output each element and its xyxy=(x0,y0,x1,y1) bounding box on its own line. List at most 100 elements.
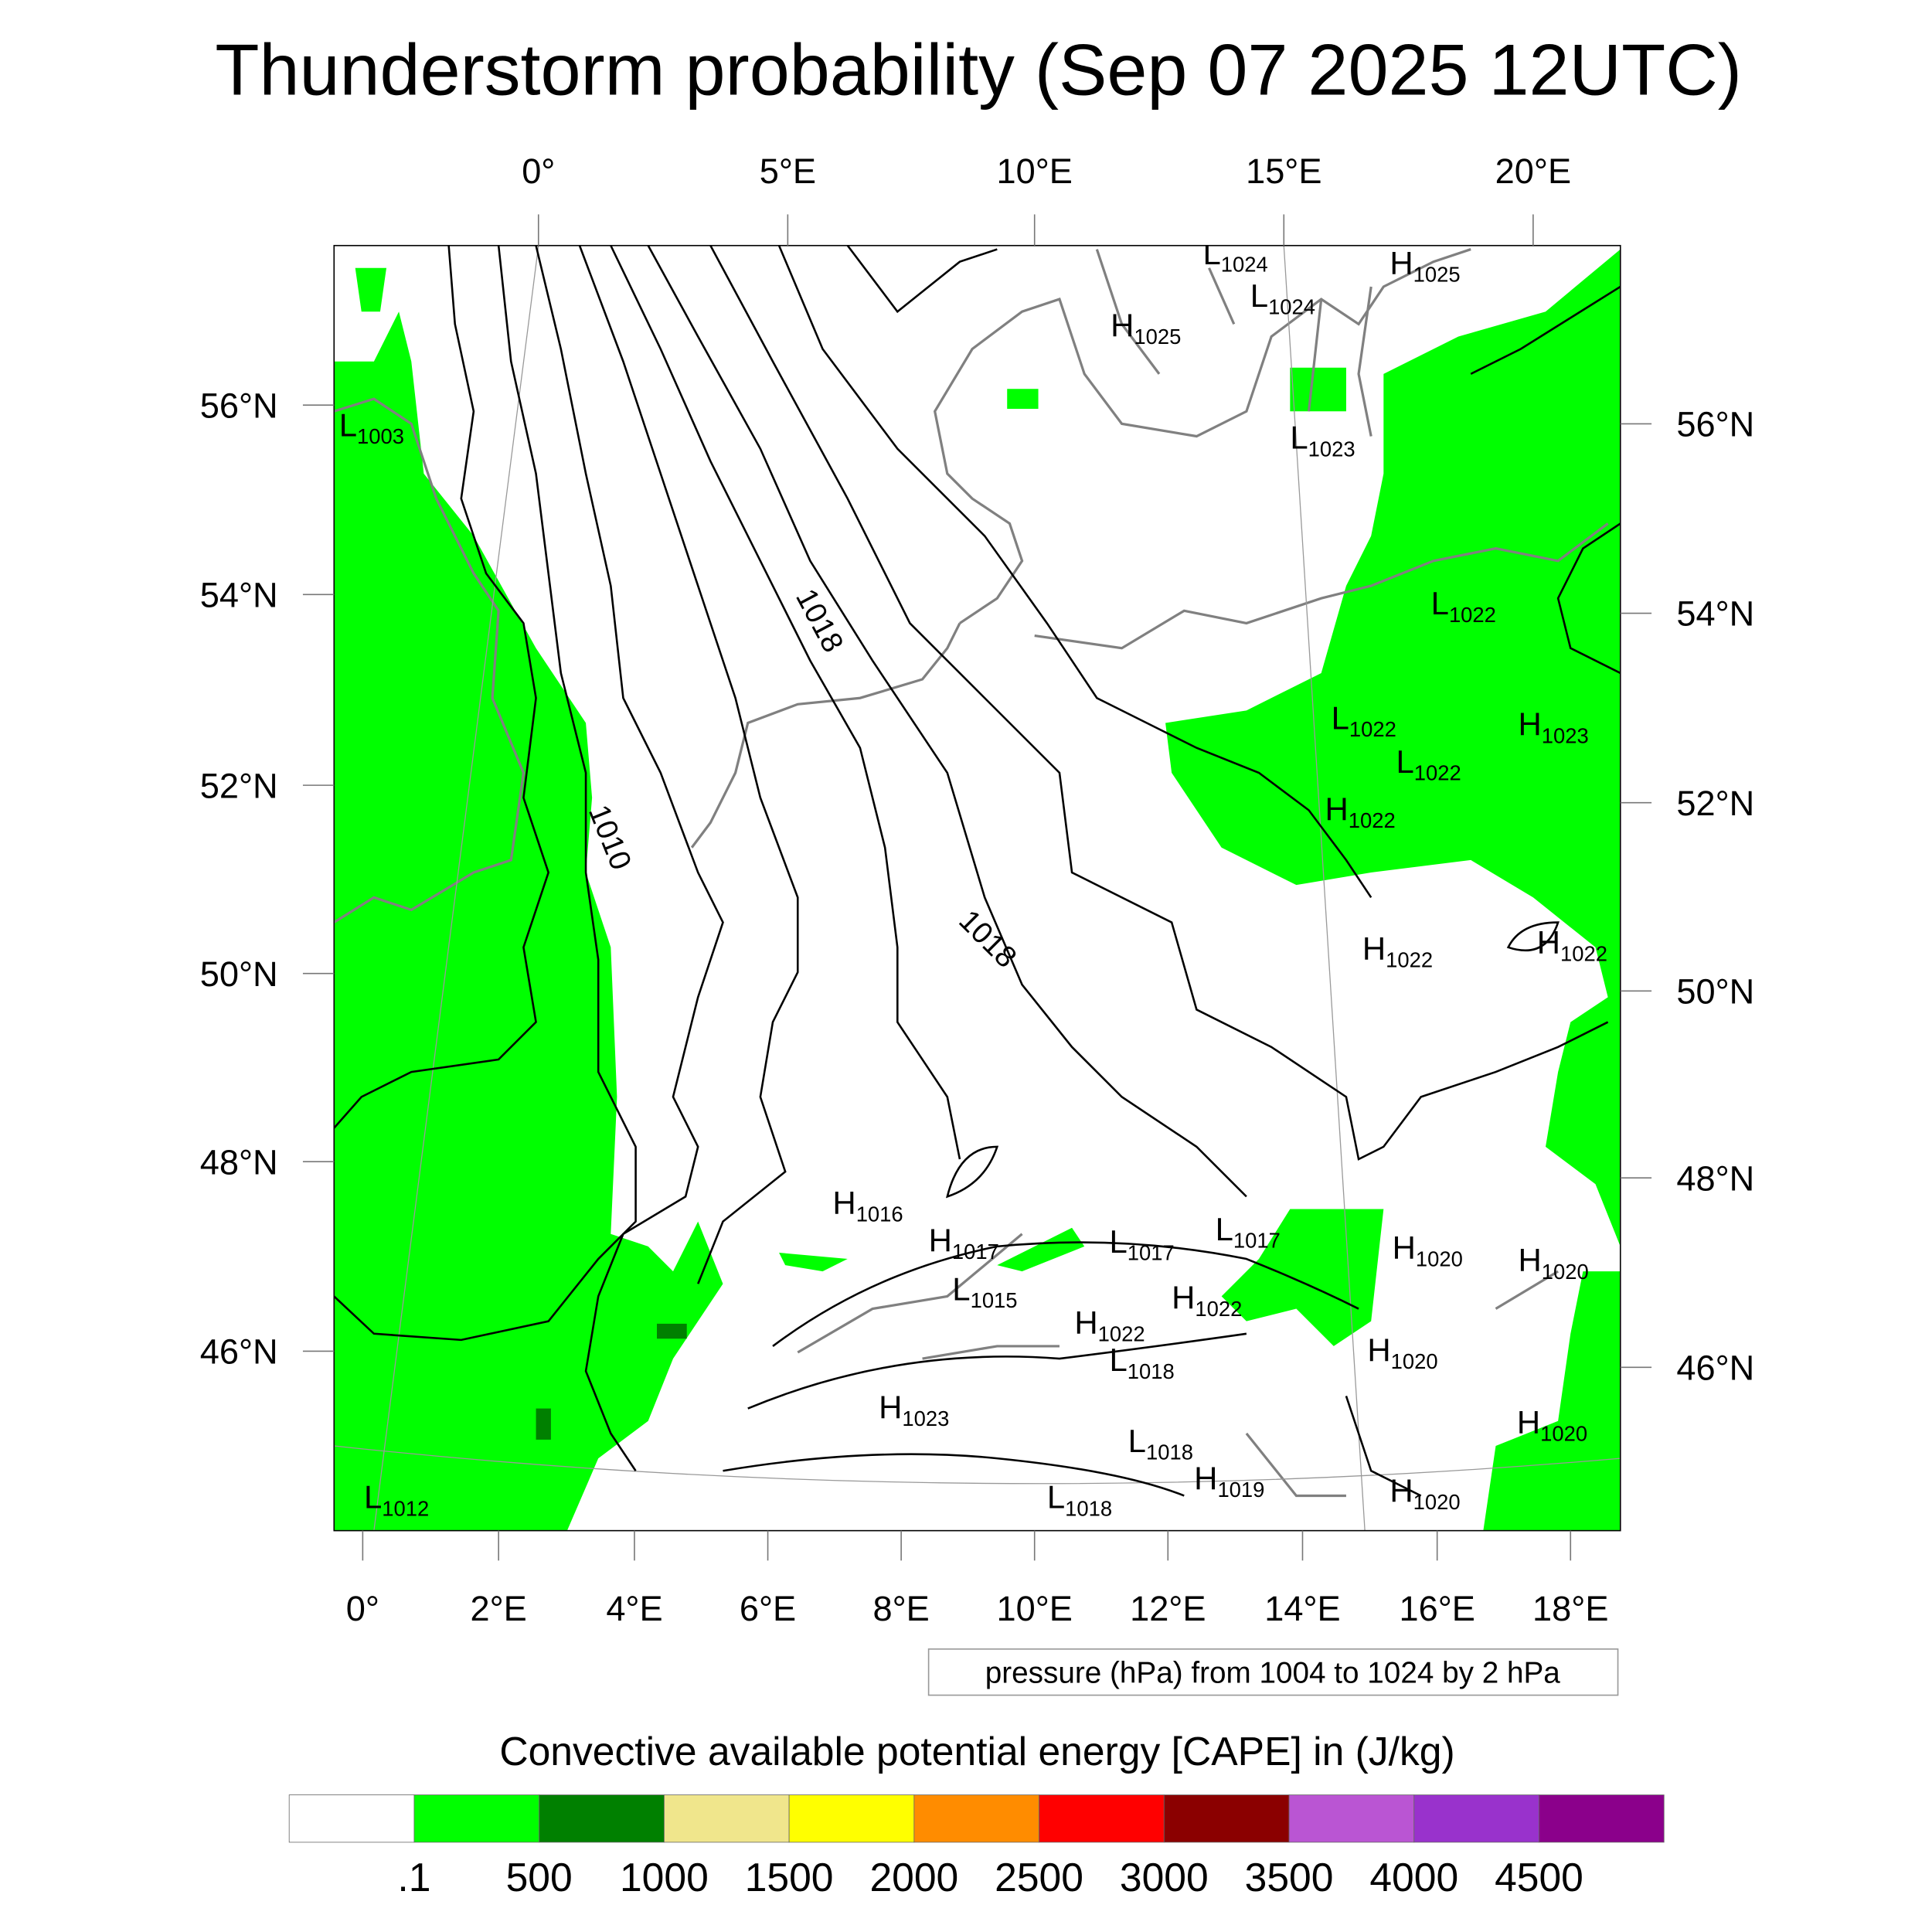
svg-text:L1023: L1023 xyxy=(1290,420,1355,461)
high-pressure-label: H1025 xyxy=(1389,245,1460,287)
colorbar: .1 500 1000 1500 2000 2500 3000 3500 4000 4500 xyxy=(288,1794,1665,1900)
top-lon-label: 0° xyxy=(522,151,555,191)
bottom-lon-label: 18°E xyxy=(1532,1589,1608,1628)
high-pressure-label: H1022 xyxy=(1074,1304,1145,1346)
top-lon-label: 15°E xyxy=(1246,151,1321,191)
svg-text:H1022: H1022 xyxy=(1325,791,1396,832)
colorbar-label: 2500 xyxy=(995,1855,1083,1900)
colorbar-swatch xyxy=(913,1794,1039,1843)
high-pressure-label: H1019 xyxy=(1194,1460,1264,1502)
low-pressure-label: L1018 xyxy=(1128,1423,1193,1464)
svg-text:H1025: H1025 xyxy=(1389,245,1460,287)
graticule xyxy=(334,245,1621,1531)
svg-text:H1023: H1023 xyxy=(879,1389,949,1430)
svg-text:H1020: H1020 xyxy=(1519,1242,1589,1284)
map-frame xyxy=(333,244,1621,1532)
cape-area-baltic xyxy=(1290,367,1346,412)
bottom-lon-label: 14°E xyxy=(1264,1589,1340,1628)
cape-area-east-south xyxy=(1483,1271,1621,1531)
low-pressure-label: L1017 xyxy=(1109,1223,1174,1265)
top-lon-label: 20°E xyxy=(1495,151,1571,191)
colorbar-swatch xyxy=(413,1794,540,1843)
high-pressure-label: H1017 xyxy=(929,1222,999,1264)
high-pressure-label: H1020 xyxy=(1393,1230,1463,1271)
low-pressure-label: L1022 xyxy=(1431,585,1496,627)
figure-title: Thunderstorm probability (Sep 07 2025 12… xyxy=(215,29,1742,111)
colorbar-swatch xyxy=(1039,1794,1165,1843)
high-pressure-label: H1016 xyxy=(832,1185,903,1226)
high-pressure-label: H1023 xyxy=(879,1389,949,1430)
cape-area-central xyxy=(1221,1209,1384,1346)
contour-labels: 1018 1010 1018 xyxy=(582,583,1023,975)
svg-text:L1018: L1018 xyxy=(1128,1423,1193,1464)
colorbar-label: 1500 xyxy=(745,1855,834,1900)
left-lat-label: 48°N xyxy=(200,1142,278,1182)
contour-label: 1018 xyxy=(789,583,849,658)
low-pressure-label: L1022 xyxy=(1332,700,1396,742)
left-lat-label: 52°N xyxy=(200,766,278,805)
right-lat-label: 46°N xyxy=(1676,1348,1754,1387)
svg-text:L1012: L1012 xyxy=(364,1479,429,1521)
cape-area-alps xyxy=(779,1227,1085,1272)
svg-text:H1020: H1020 xyxy=(1389,1473,1460,1515)
colorbar-label: 3500 xyxy=(1245,1855,1334,1900)
svg-text:H1022: H1022 xyxy=(1172,1280,1242,1321)
left-lat-label: 56°N xyxy=(200,386,278,425)
low-pressure-label: L1018 xyxy=(1109,1342,1174,1383)
svg-text:L1024: L1024 xyxy=(1202,235,1267,277)
svg-text:H1020: H1020 xyxy=(1393,1230,1463,1271)
colorbar-label: 500 xyxy=(506,1855,573,1900)
svg-text:H1022: H1022 xyxy=(1362,930,1433,972)
svg-text:H1019: H1019 xyxy=(1194,1460,1264,1502)
svg-text:H1025: H1025 xyxy=(1111,307,1181,349)
svg-text:H1020: H1020 xyxy=(1367,1332,1437,1373)
colorbar-label: 4500 xyxy=(1495,1855,1583,1900)
right-lat-label: 48°N xyxy=(1676,1158,1754,1198)
right-lat-label: 52°N xyxy=(1676,784,1754,823)
high-pressure-label: H1022 xyxy=(1537,924,1607,966)
colorbar-swatch xyxy=(1288,1794,1415,1843)
high-pressure-label: H1020 xyxy=(1367,1332,1437,1373)
colorbar-swatch xyxy=(1413,1794,1539,1843)
colorbar-label: .1 xyxy=(397,1855,430,1900)
svg-text:H1022: H1022 xyxy=(1074,1304,1145,1346)
colorbar-swatch xyxy=(788,1794,915,1843)
bottom-lon-label: 8°E xyxy=(872,1589,929,1628)
low-pressure-label: L1012 xyxy=(364,1479,429,1521)
high-pressure-label: H1023 xyxy=(1519,706,1589,748)
svg-text:H1022: H1022 xyxy=(1537,924,1607,966)
svg-text:L1022: L1022 xyxy=(1396,743,1461,785)
colorbar-label: 1000 xyxy=(620,1855,709,1900)
isobars xyxy=(334,245,1621,1497)
svg-text:L1024: L1024 xyxy=(1250,277,1315,319)
bottom-lon-label: 4°E xyxy=(606,1589,662,1628)
low-pressure-label: L1018 xyxy=(1047,1479,1112,1521)
colorbar-title: Convective available potential energy [C… xyxy=(499,1729,1454,1774)
svg-text:L1017: L1017 xyxy=(1216,1211,1281,1253)
cape-area-dk xyxy=(1007,389,1039,410)
bottom-lon-label: 2°E xyxy=(471,1589,527,1628)
contour-info-text: pressure (hPa) from 1004 to 1024 by 2 hP… xyxy=(985,1656,1561,1689)
cape-area-east xyxy=(1165,249,1621,1247)
right-lat-label: 50°N xyxy=(1676,971,1754,1011)
colorbar-swatch xyxy=(1539,1794,1665,1843)
svg-text:H1020: H1020 xyxy=(1517,1404,1587,1446)
left-lat-label: 54°N xyxy=(200,575,278,614)
bottom-lon-label: 12°E xyxy=(1130,1589,1206,1628)
high-pressure-label: H1020 xyxy=(1519,1242,1589,1284)
bottom-lon-label: 0° xyxy=(346,1589,379,1628)
top-lon-label: 5°E xyxy=(760,151,816,191)
map-axes: 0° 5°E 10°E 15°E 20°E 0° 2°E 4°E 6°E 8°E 10°E 12°E 1… xyxy=(200,151,1754,1628)
low-pressure-label: L1024 xyxy=(1250,277,1315,319)
cape-shading xyxy=(334,249,1621,1531)
cape-area-west xyxy=(334,311,723,1531)
svg-text:H1016: H1016 xyxy=(832,1185,903,1226)
cape-dark-green xyxy=(536,1323,687,1440)
svg-text:H1017: H1017 xyxy=(929,1222,999,1264)
right-lat-label: 54°N xyxy=(1676,594,1754,634)
low-pressure-label: L1024 xyxy=(1202,235,1267,277)
high-pressure-label: H1022 xyxy=(1325,791,1396,832)
